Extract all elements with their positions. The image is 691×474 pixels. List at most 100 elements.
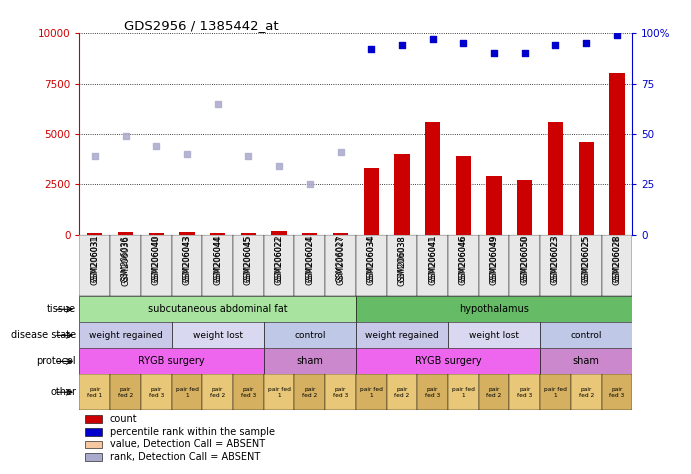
Text: GSM206045: GSM206045: [244, 235, 253, 285]
Bar: [517, 180, 533, 235]
Text: GSM206044: GSM206044: [213, 235, 223, 285]
Text: GDS2956 / 1385442_at: GDS2956 / 1385442_at: [124, 19, 278, 32]
Bar: [417, 235, 448, 296]
Text: GSM206023: GSM206023: [551, 235, 560, 285]
Text: weight lost: weight lost: [469, 331, 519, 340]
Text: control: control: [571, 331, 602, 340]
Text: weight regained: weight regained: [365, 331, 439, 340]
Text: pair
fed 2: pair fed 2: [118, 387, 133, 398]
Text: GSM206044: GSM206044: [213, 236, 223, 282]
Text: pair
fed 3: pair fed 3: [517, 387, 532, 398]
Text: GSM206031: GSM206031: [91, 235, 100, 285]
Bar: [417, 374, 448, 410]
Bar: [302, 233, 317, 235]
Text: GSM206023: GSM206023: [551, 236, 560, 282]
Bar: [356, 348, 540, 374]
Text: GSM206031: GSM206031: [91, 236, 100, 282]
Text: pair
fed 1: pair fed 1: [87, 387, 102, 398]
Text: GSM206045: GSM206045: [244, 236, 253, 282]
Bar: [110, 374, 141, 410]
Text: GSM206041: GSM206041: [428, 236, 437, 282]
Bar: [571, 374, 602, 410]
Text: GSM206027: GSM206027: [336, 235, 345, 285]
Text: GSM206036: GSM206036: [121, 235, 130, 285]
Bar: [79, 235, 110, 296]
Text: GSM206046: GSM206046: [459, 236, 468, 282]
Bar: [264, 235, 294, 296]
Text: disease state: disease state: [11, 330, 76, 340]
Bar: [395, 154, 410, 235]
Text: weight lost: weight lost: [193, 331, 243, 340]
Bar: [272, 231, 287, 235]
Bar: [141, 374, 171, 410]
Text: weight regained: weight regained: [88, 331, 162, 340]
Text: hypothalamus: hypothalamus: [459, 304, 529, 314]
Text: other: other: [50, 387, 76, 397]
Text: sham: sham: [296, 356, 323, 366]
Bar: [85, 453, 102, 461]
Bar: [294, 374, 325, 410]
Bar: [79, 296, 356, 322]
Text: GSM206028: GSM206028: [612, 235, 621, 285]
Bar: [479, 235, 509, 296]
Bar: [240, 233, 256, 235]
Text: GSM206038: GSM206038: [397, 235, 406, 285]
Bar: [356, 322, 448, 348]
Bar: [110, 235, 141, 296]
Text: pair
fed 2: pair fed 2: [486, 387, 502, 398]
Text: GSM206040: GSM206040: [152, 235, 161, 285]
Text: GSM206046: GSM206046: [459, 235, 468, 285]
Bar: [386, 235, 417, 296]
Text: GSM206043: GSM206043: [182, 235, 191, 285]
Bar: [578, 142, 594, 235]
Bar: [233, 374, 264, 410]
Text: pair fed
1: pair fed 1: [267, 387, 290, 398]
Text: pair fed
1: pair fed 1: [544, 387, 567, 398]
Point: [519, 49, 530, 57]
Point: [151, 142, 162, 150]
Text: GSM206049: GSM206049: [489, 235, 499, 285]
Bar: [356, 235, 386, 296]
Bar: [264, 348, 356, 374]
Bar: [85, 428, 102, 436]
Bar: [448, 322, 540, 348]
Text: pair
fed 2: pair fed 2: [302, 387, 317, 398]
Text: GSM206027: GSM206027: [336, 236, 345, 282]
Bar: [325, 374, 356, 410]
Text: pair
fed 3: pair fed 3: [425, 387, 440, 398]
Bar: [264, 374, 294, 410]
Bar: [233, 235, 264, 296]
Point: [212, 100, 223, 108]
Text: GSM206022: GSM206022: [274, 235, 283, 285]
Text: GSM206036: GSM206036: [121, 236, 130, 282]
Text: value, Detection Call = ABSENT: value, Detection Call = ABSENT: [110, 439, 265, 449]
Bar: [540, 235, 571, 296]
Bar: [149, 233, 164, 235]
Point: [366, 46, 377, 53]
Point: [182, 150, 193, 158]
Text: GSM206038: GSM206038: [397, 236, 406, 282]
Point: [304, 181, 315, 188]
Bar: [202, 235, 233, 296]
Text: GSM206025: GSM206025: [582, 236, 591, 282]
Bar: [79, 322, 171, 348]
Text: GSM206022: GSM206022: [274, 236, 283, 282]
Bar: [548, 122, 563, 235]
Bar: [294, 235, 325, 296]
Text: GSM206050: GSM206050: [520, 235, 529, 285]
Bar: [333, 233, 348, 235]
Bar: [486, 176, 502, 235]
Point: [120, 132, 131, 140]
Point: [489, 49, 500, 57]
Bar: [171, 322, 264, 348]
Bar: [540, 322, 632, 348]
Bar: [386, 374, 417, 410]
Bar: [571, 235, 602, 296]
Text: rank, Detection Call = ABSENT: rank, Detection Call = ABSENT: [110, 452, 260, 462]
Point: [580, 39, 591, 47]
Bar: [356, 374, 386, 410]
Bar: [141, 235, 171, 296]
Point: [550, 41, 561, 49]
Point: [612, 31, 623, 39]
Bar: [171, 374, 202, 410]
